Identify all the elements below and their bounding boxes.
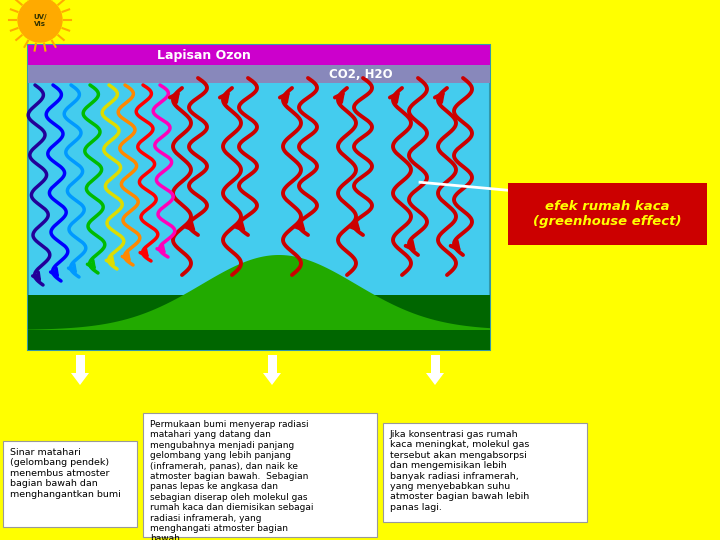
Circle shape bbox=[18, 0, 62, 42]
Polygon shape bbox=[263, 373, 281, 385]
Text: efek rumah kaca
(greenhouse effect): efek rumah kaca (greenhouse effect) bbox=[534, 200, 682, 228]
Text: Lapisan Ozon: Lapisan Ozon bbox=[157, 49, 251, 62]
FancyBboxPatch shape bbox=[143, 413, 377, 537]
Polygon shape bbox=[426, 373, 444, 385]
Text: Sinar matahari
(gelombang pendek)
menembus atmoster
bagian bawah dan
menghangant: Sinar matahari (gelombang pendek) menemb… bbox=[10, 448, 121, 498]
Polygon shape bbox=[28, 255, 490, 330]
Text: UV/
Vis: UV/ Vis bbox=[33, 14, 47, 26]
Text: Permukaan bumi menyerap radiasi
matahari yang datang dan
mengubahnya menjadi pan: Permukaan bumi menyerap radiasi matahari… bbox=[150, 420, 313, 540]
Polygon shape bbox=[71, 373, 89, 385]
Text: Jika konsentrasi gas rumah
kaca meningkat, molekul gas
tersebut akan mengabsorps: Jika konsentrasi gas rumah kaca meningka… bbox=[390, 430, 529, 512]
Bar bbox=[28, 65, 490, 83]
FancyBboxPatch shape bbox=[383, 423, 587, 522]
Bar bbox=[268, 355, 276, 373]
Bar bbox=[28, 45, 490, 350]
Bar bbox=[431, 355, 439, 373]
Text: CO2, H2O: CO2, H2O bbox=[329, 68, 392, 80]
Bar bbox=[76, 355, 84, 373]
Bar bbox=[28, 45, 490, 65]
FancyBboxPatch shape bbox=[3, 441, 137, 527]
FancyBboxPatch shape bbox=[508, 183, 707, 245]
Bar bbox=[28, 295, 490, 350]
